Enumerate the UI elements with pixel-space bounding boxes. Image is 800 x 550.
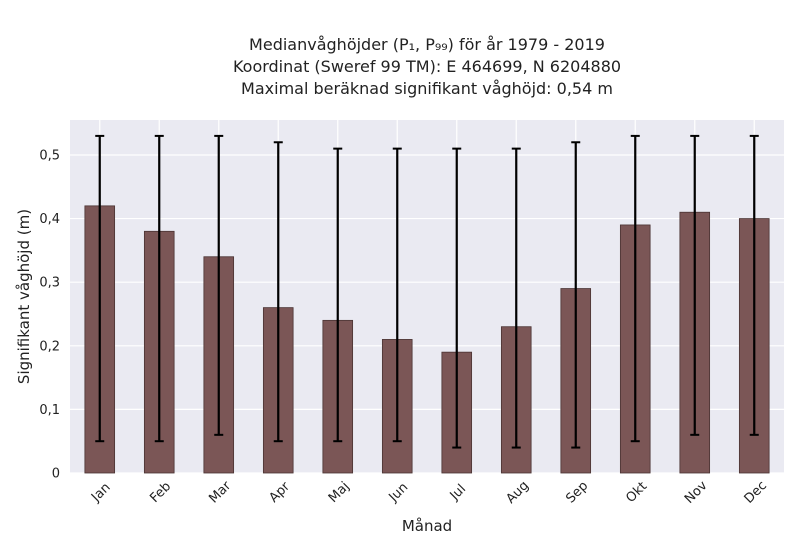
chart-title-line-3: Maximal beräknad signifikant våghöjd: 0,… <box>241 79 613 98</box>
y-tick-label: 0,1 <box>39 403 60 418</box>
chart-title: Medianvåghöjder (P₁, P₉₉) för år 1979 - … <box>70 34 784 100</box>
x-tick-label-maj: Maj <box>326 479 353 506</box>
x-tick-label-dec: Dec <box>742 478 770 506</box>
x-tick-label-aug: Aug <box>503 478 532 507</box>
x-tick-label-feb: Feb <box>147 479 174 506</box>
y-axis-label: Signifikant våghöjd (m) <box>15 209 33 384</box>
x-tick-label-jul: Jul <box>447 482 469 504</box>
y-tick-labels: 0 0,1 0,2 0,3 0,4 0,5 <box>39 148 60 481</box>
x-tick-label-mar: Mar <box>206 478 234 506</box>
x-tick-labels: Jan Feb Mar Apr Maj Jun Jul Aug Sep Okt Nov Dec <box>88 478 770 507</box>
x-tick-label-okt: Okt <box>623 479 650 506</box>
y-tick-label: 0,3 <box>39 276 60 291</box>
y-tick-label: 0,5 <box>39 148 60 163</box>
x-tick-label-nov: Nov <box>682 478 711 507</box>
chart-title-line-1: Medianvåghöjder (P₁, P₉₉) för år 1979 - … <box>249 35 605 54</box>
x-tick-label-apr: Apr <box>267 479 294 506</box>
x-axis-label: Månad <box>402 517 452 535</box>
y-tick-label: 0,4 <box>39 212 60 227</box>
x-tick-label-jan: Jan <box>88 480 113 505</box>
chart-title-line-2: Koordinat (Sweref 99 TM): E 464699, N 62… <box>232 57 622 76</box>
y-tick-label: 0 <box>52 467 60 482</box>
y-tick-label: 0,2 <box>39 339 60 354</box>
error-bars <box>95 134 759 449</box>
plot-area <box>70 120 784 473</box>
x-tick-label-jun: Jun <box>386 480 412 506</box>
x-tick-label-sep: Sep <box>563 479 591 507</box>
